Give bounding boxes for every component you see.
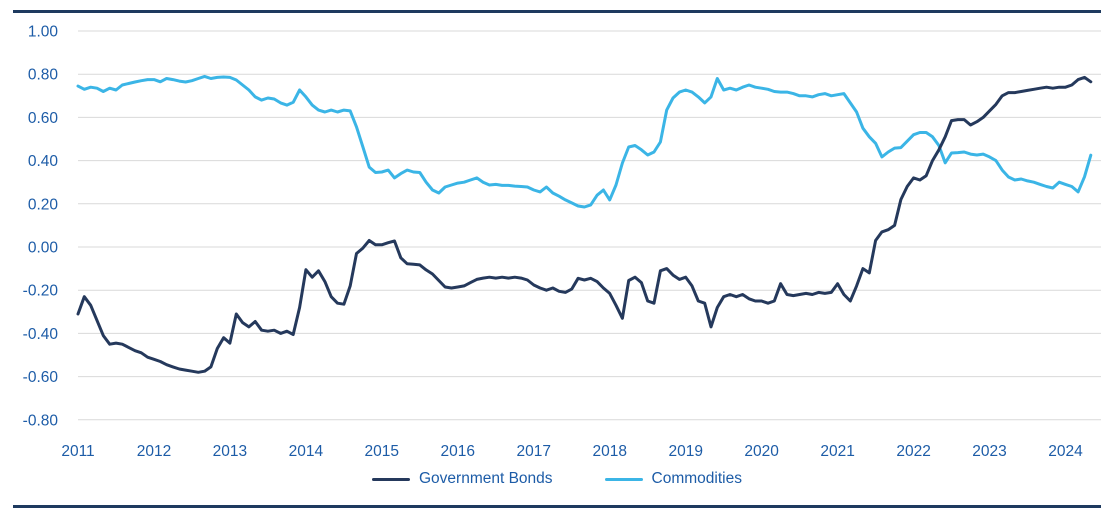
x-tick-label: 2015 <box>365 443 399 460</box>
y-tick-label: 1.00 <box>28 24 59 41</box>
y-tick-label: 0.60 <box>28 110 59 127</box>
legend-item-government-bonds: Government Bonds <box>372 469 553 489</box>
x-tick-label: 2011 <box>61 443 94 460</box>
legend-item-commodities: Commodities <box>604 469 742 489</box>
x-tick-label: 2020 <box>744 443 779 460</box>
commodities-line-swatch <box>604 477 643 481</box>
x-tick-label: 2023 <box>972 443 1006 460</box>
government-bonds-line-swatch <box>372 477 410 481</box>
bottom-border-rule <box>13 505 1101 508</box>
y-tick-label: -0.20 <box>23 283 59 300</box>
x-tick-label: 2021 <box>820 443 854 460</box>
chart-legend: Government Bonds Commodities <box>0 469 1114 489</box>
y-tick-label: -0.80 <box>23 412 59 429</box>
x-tick-label: 2012 <box>137 443 171 460</box>
y-tick-label: 0.20 <box>28 196 59 213</box>
legend-label-government-bonds: Government Bonds <box>419 470 553 487</box>
government-bonds-line <box>76 75 1093 374</box>
x-tick-label: 2016 <box>441 443 475 460</box>
y-tick-label: -0.40 <box>23 326 59 343</box>
top-border-rule <box>13 10 1101 13</box>
x-tick-label: 2022 <box>896 443 930 460</box>
x-tick-label: 2014 <box>289 443 324 460</box>
x-tick-label: 2017 <box>517 443 551 460</box>
commodities-line <box>76 74 1093 209</box>
x-tick-label: 2018 <box>592 443 626 460</box>
legend-label-commodities: Commodities <box>651 470 742 487</box>
x-tick-label: 2019 <box>668 443 702 460</box>
x-tick-label: 2013 <box>213 443 247 460</box>
y-tick-label: 0.00 <box>28 240 59 257</box>
y-tick-label: 0.40 <box>28 153 59 170</box>
x-tick-label: 2024 <box>1048 443 1083 460</box>
y-tick-label: -0.60 <box>23 369 59 386</box>
y-tick-label: 0.80 <box>28 67 59 84</box>
